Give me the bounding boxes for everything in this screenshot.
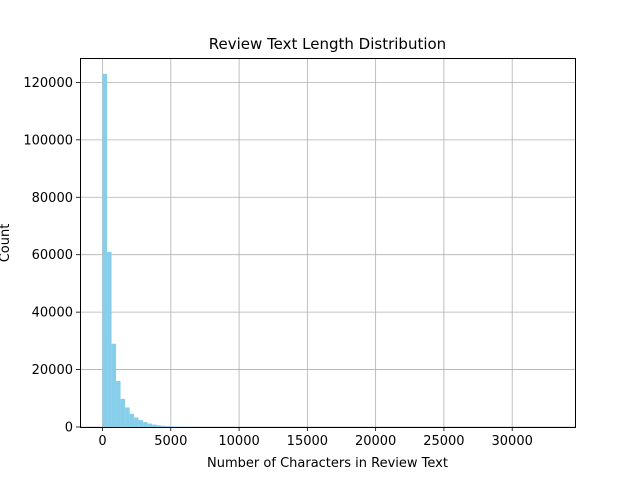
- y-axis-label: Count: [0, 224, 13, 263]
- histogram-bar-11: [152, 425, 157, 427]
- y-axis-ticks: 0 20000 40000 60000 80000 100000 120000: [23, 76, 80, 436]
- histogram-bar-15: [170, 426, 175, 427]
- histogram-bar-2: [112, 344, 117, 427]
- histogram-bar-1: [107, 252, 112, 427]
- x-tick-label-2: 10000: [218, 434, 259, 449]
- histogram-bar-7: [134, 418, 139, 427]
- histogram-bar-0: [103, 74, 108, 427]
- histogram-bar-4: [121, 399, 126, 427]
- histogram-bar-8: [139, 420, 144, 427]
- histogram-bar-3: [116, 381, 121, 427]
- histogram-bar-6: [130, 414, 135, 427]
- x-tick-label-1: 5000: [154, 434, 187, 449]
- x-tick-label-3: 15000: [287, 434, 328, 449]
- y-tick-label-4: 80000: [32, 191, 73, 206]
- histogram-bar-14: [166, 426, 171, 427]
- x-axis-ticks: 0 5000 10000 15000 20000 25000 30000: [98, 427, 532, 449]
- histogram-bars: [103, 74, 202, 427]
- histogram-bar-5: [125, 407, 130, 427]
- chart-title: Review Text Length Distribution: [209, 35, 446, 53]
- y-tick-label-0: 0: [65, 421, 73, 436]
- histogram-bar-10: [148, 424, 153, 427]
- x-tick-label-5: 25000: [423, 434, 464, 449]
- histogram-bar-9: [143, 422, 148, 427]
- y-tick-label-5: 100000: [23, 133, 73, 148]
- histogram-bar-12: [157, 425, 162, 427]
- y-tick-label-3: 60000: [32, 248, 73, 263]
- y-tick-label-1: 20000: [32, 363, 73, 378]
- x-tick-label-0: 0: [98, 434, 106, 449]
- histogram-bar-13: [161, 426, 166, 427]
- y-tick-label-2: 40000: [32, 306, 73, 321]
- plot-frame: [81, 59, 576, 428]
- grid-lines: [80, 58, 575, 427]
- x-tick-label-4: 20000: [355, 434, 396, 449]
- x-axis-label: Number of Characters in Review Text: [207, 456, 448, 471]
- x-tick-label-6: 30000: [492, 434, 533, 449]
- y-tick-label-6: 120000: [23, 76, 73, 91]
